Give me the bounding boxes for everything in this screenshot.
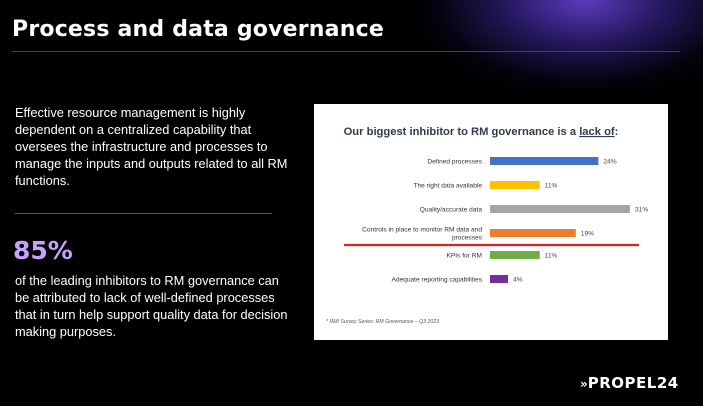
value-label: 24% (603, 159, 616, 166)
value-label: 19% (581, 231, 594, 238)
bar (490, 251, 540, 259)
intro-paragraph: Effective resource management is highly … (15, 105, 288, 188)
category-label: Controls in place to monitor RM data and (362, 227, 482, 234)
logo-text: PROPEL24 (587, 374, 679, 392)
page-title: Process and data governance (12, 17, 384, 42)
category-label: Quality/accurate data (420, 207, 483, 214)
stat-value: 85% (13, 236, 73, 265)
bar (490, 229, 576, 237)
bar (490, 275, 509, 283)
section-divider (15, 213, 272, 214)
category-label: Adequate reporting capabilities (391, 277, 482, 284)
logo-chevron-icon: » (580, 377, 588, 391)
chart-title: Our biggest inhibitor to RM governance i… (344, 126, 619, 138)
bar (490, 205, 630, 213)
chart-title-emphasis: lack of (579, 126, 615, 138)
category-label: Defined processes (427, 159, 482, 166)
title-divider (12, 51, 680, 52)
chart-card: Our biggest inhibitor to RM governance i… (314, 104, 668, 340)
category-label: KPIs for RM (446, 253, 482, 260)
bar-chart: Our biggest inhibitor to RM governance i… (326, 126, 648, 325)
value-label: 11% (545, 253, 558, 260)
stat-description: of the leading inhibitors to RM governan… (15, 273, 288, 339)
chart-title-main: Our biggest inhibitor to RM governance i… (344, 126, 580, 138)
chart-title-suffix: : (615, 126, 619, 138)
chart-footnote: * RMI Survey Series: RM Governance – Q3 … (326, 319, 439, 325)
value-label: 31% (635, 207, 648, 214)
value-label: 11% (545, 183, 558, 190)
background-glow (420, 0, 703, 90)
bar (490, 181, 540, 189)
propel-logo: » PROPEL24 (580, 374, 679, 392)
bar (490, 157, 599, 165)
category-label: processes (452, 235, 483, 242)
value-label: 4% (513, 277, 523, 284)
category-label: The right data available (413, 183, 482, 190)
